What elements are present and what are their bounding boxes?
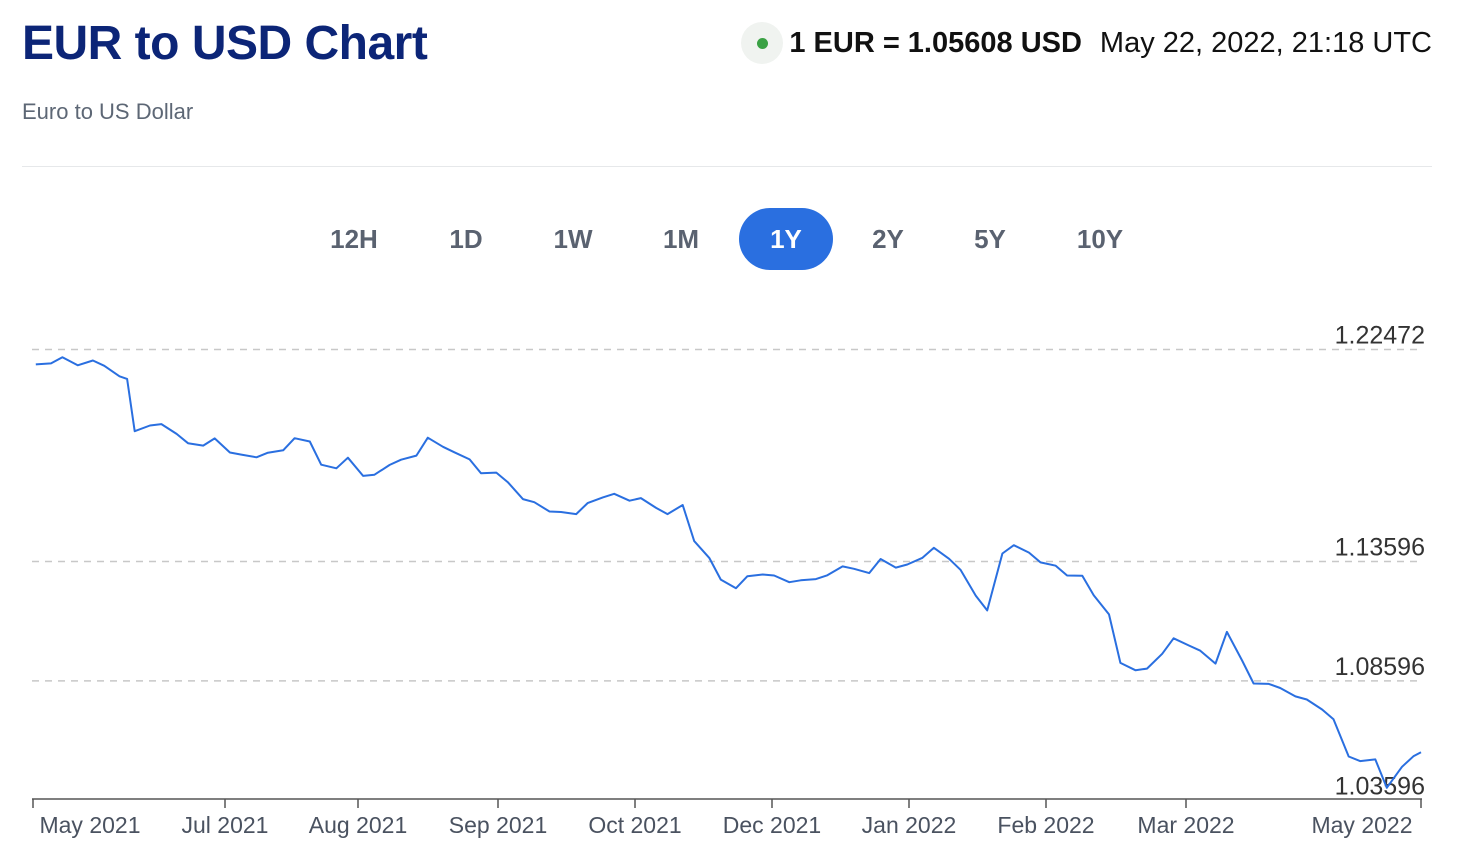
tab-12h[interactable]: 12H <box>330 224 378 254</box>
live-indicator <box>741 22 784 64</box>
tab-1m[interactable]: 1M <box>662 224 700 254</box>
rate-timestamp: May 22, 2022, 21:18 UTC <box>1099 26 1432 59</box>
y-tick-label: 1.13596 <box>1335 534 1425 562</box>
header-divider <box>22 166 1432 167</box>
x-tick-label: Jul 2021 <box>182 812 269 838</box>
x-tick-label: Sep 2021 <box>449 812 547 838</box>
page-title: EUR to USD Chart <box>22 17 428 70</box>
tab-5y[interactable]: 5Y <box>974 224 1006 254</box>
series-line-eur-usd <box>35 356 1422 789</box>
x-tick-label: May 2022 <box>1311 812 1412 838</box>
x-tick-label: Oct 2021 <box>588 812 681 838</box>
rate-value: 1 EUR = 1.05608 USD <box>789 26 1082 59</box>
x-tick-label: Dec 2021 <box>723 812 821 838</box>
tab-10y[interactable]: 10Y <box>1076 224 1124 254</box>
y-tick-label: 1.08596 <box>1335 653 1425 681</box>
tab-2y[interactable]: 2Y <box>872 224 904 254</box>
x-tick-label: Mar 2022 <box>1137 812 1234 838</box>
page-subtitle: Euro to US Dollar <box>22 99 194 124</box>
live-dot-icon <box>756 37 768 49</box>
live-rate: 1 EUR = 1.05608 USD May 22, 2022, 21:18 … <box>741 22 1432 64</box>
tab-1w[interactable]: 1W <box>553 224 593 254</box>
range-tabs: 12H 1D 1W 1M 1Y 2Y 5Y 10Y <box>0 208 1466 270</box>
x-tick-label: Aug 2021 <box>309 812 407 838</box>
y-tick-label: 1.03596 <box>1335 772 1425 800</box>
tab-1d[interactable]: 1D <box>449 224 483 254</box>
y-tick-label: 1.22472 <box>1335 322 1425 350</box>
tab-1y[interactable]: 1Y <box>739 208 833 270</box>
x-tick-label: Jan 2022 <box>862 812 957 838</box>
x-tick-label: May 2021 <box>39 812 140 838</box>
x-tick-label: Feb 2022 <box>997 812 1094 838</box>
